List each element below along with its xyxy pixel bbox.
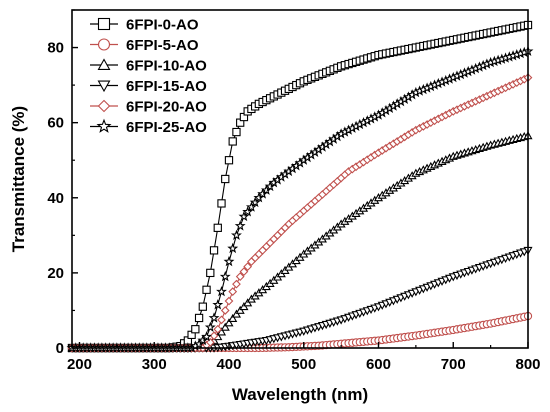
legend-marker: [97, 80, 111, 93]
data-point: [227, 242, 239, 254]
y-tick-label: 20: [47, 265, 64, 282]
legend-marker: [96, 118, 112, 133]
data-point: [224, 318, 234, 327]
data-point: [234, 220, 246, 231]
data-point: [204, 321, 216, 332]
legend-marker: [97, 38, 111, 51]
data-point: [202, 285, 211, 294]
data-point: [220, 322, 230, 331]
x-tick-label: 700: [441, 356, 466, 373]
data-point: [213, 223, 222, 232]
legend-item: 6FPI-20-AO: [90, 99, 207, 116]
legend-item: 6FPI-0-AO: [90, 17, 199, 34]
legend-label: 6FPI-0-AO: [126, 17, 199, 34]
x-tick-label: 200: [67, 356, 92, 373]
data-point: [224, 296, 234, 306]
y-tick-label: 80: [47, 40, 64, 57]
data-point: [208, 312, 220, 323]
data-point: [235, 272, 245, 282]
data-point: [212, 299, 224, 310]
data-point: [201, 331, 212, 342]
data-point: [223, 255, 235, 267]
data-point: [216, 327, 227, 336]
legend-label: 6FPI-5-AO: [126, 37, 199, 54]
data-point: [232, 279, 241, 289]
data-point: [217, 315, 226, 325]
data-point: [228, 137, 237, 146]
data-point: [213, 324, 223, 334]
data-point: [238, 210, 250, 222]
x-tick-label: 300: [142, 356, 167, 373]
data-point: [242, 206, 254, 217]
y-tick-label: 60: [47, 115, 64, 132]
data-point: [243, 262, 253, 272]
legend-marker: [97, 99, 111, 113]
legend-item: 6FPI-5-AO: [90, 37, 199, 54]
x-tick-label: 600: [366, 356, 391, 373]
data-point: [219, 270, 231, 282]
legend-item: 6FPI-10-AO: [90, 58, 207, 75]
legend-item: 6FPI-25-AO: [90, 118, 207, 136]
x-tick-label: 500: [291, 356, 316, 373]
legend-marker: [97, 17, 111, 31]
legend-label: 6FPI-10-AO: [126, 58, 207, 75]
data-point: [217, 199, 226, 208]
legend-label: 6FPI-25-AO: [126, 119, 207, 136]
data-point: [239, 267, 249, 277]
data-point: [228, 313, 238, 323]
x-tick-label: 400: [216, 356, 241, 373]
x-axis-label: Wavelength (nm): [232, 385, 368, 404]
data-point: [194, 313, 204, 323]
data-point: [216, 285, 227, 297]
data-point: [245, 201, 257, 212]
x-tick-label: 800: [515, 356, 540, 373]
data-point: [228, 287, 238, 297]
data-point: [220, 306, 230, 315]
legend-label: 6FPI-15-AO: [126, 78, 207, 95]
data-point: [209, 246, 219, 255]
data-point: [249, 196, 261, 208]
data-point: [224, 156, 234, 165]
data-point: [231, 229, 242, 240]
data-point: [232, 127, 241, 137]
legend-label: 6FPI-20-AO: [126, 99, 207, 116]
plot-frame: [71, 9, 529, 349]
legend-marker: [97, 58, 111, 70]
legend-item: 6FPI-15-AO: [90, 78, 207, 95]
legend: 6FPI-0-AO 6FPI-5-AO 6FPI-10-AO 6FPI-15-AO 6F…: [90, 17, 207, 136]
y-tick-label: 0: [56, 340, 64, 357]
data-point: [206, 268, 215, 278]
y-axis-label: Transmittance (%): [9, 106, 28, 252]
data-point: [221, 174, 230, 184]
data-point: [191, 325, 200, 334]
data-point: [209, 331, 219, 341]
data-point: [205, 337, 215, 347]
y-tick-label: 40: [47, 190, 64, 207]
data-point: [198, 302, 207, 311]
